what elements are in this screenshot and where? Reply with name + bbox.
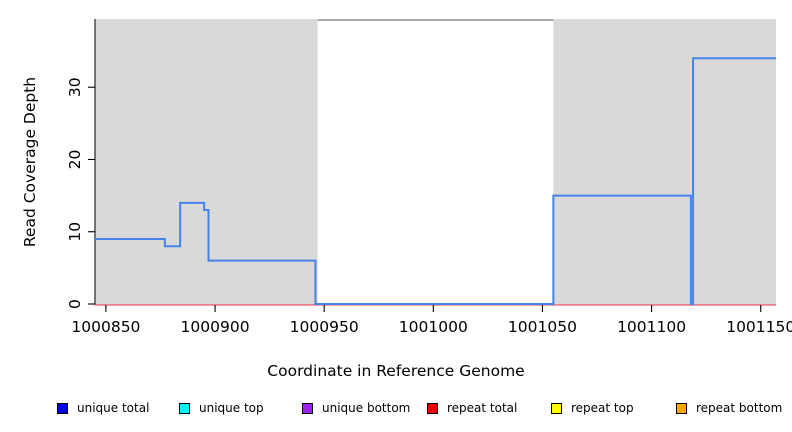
- series-unique-total: [95, 57, 776, 305]
- legend-label: unique total: [77, 401, 150, 415]
- plot-canvas: 1000850 1000900 1000950 1001000 1001050 10011…: [66, 19, 792, 336]
- legend-label: unique top: [199, 401, 264, 415]
- x-tick-label: 1001150: [726, 318, 792, 336]
- legend-item-unique-bottom: unique bottom: [302, 401, 410, 415]
- legend-label: repeat total: [447, 401, 518, 415]
- y-tick-label: 0: [66, 299, 84, 309]
- shaded-region: [553, 19, 776, 305]
- y-axis-title: Read Coverage Depth: [21, 76, 39, 248]
- x-tick-label: 1000900: [181, 318, 250, 336]
- x-tick-label: 1001050: [508, 318, 577, 336]
- legend-item-repeat-total: repeat total: [427, 401, 517, 415]
- shaded-region: [95, 19, 318, 305]
- legend-item-unique-top: unique top: [179, 401, 264, 415]
- legend-label: repeat bottom: [696, 401, 783, 415]
- legend-swatch-unique-top: [179, 402, 190, 414]
- legend-label: unique bottom: [322, 401, 411, 415]
- x-tick-label: 1000850: [71, 318, 140, 336]
- legend-item-repeat-bottom: repeat bottom: [676, 401, 782, 415]
- legend-item-unique-total: unique total: [57, 401, 149, 415]
- y-tick-label: 30: [66, 77, 84, 97]
- legend-swatch-unique-total: [57, 402, 68, 414]
- legend-label: repeat top: [571, 401, 634, 415]
- legend-swatch-unique-bottom: [302, 402, 313, 414]
- x-tick-label: 1000950: [290, 318, 359, 336]
- legend-swatch-repeat-top: [551, 402, 562, 414]
- legend-swatch-repeat-bottom: [676, 402, 687, 414]
- y-tick-label: 10: [66, 222, 84, 242]
- legend-swatch-repeat-total: [427, 402, 438, 414]
- x-tick-label: 1001100: [617, 318, 686, 336]
- legend-item-repeat-top: repeat top: [551, 401, 634, 415]
- x-axis-title: Coordinate in Reference Genome: [267, 362, 525, 380]
- y-tick-label: 20: [66, 150, 84, 170]
- x-tick-label: 1001000: [399, 318, 468, 336]
